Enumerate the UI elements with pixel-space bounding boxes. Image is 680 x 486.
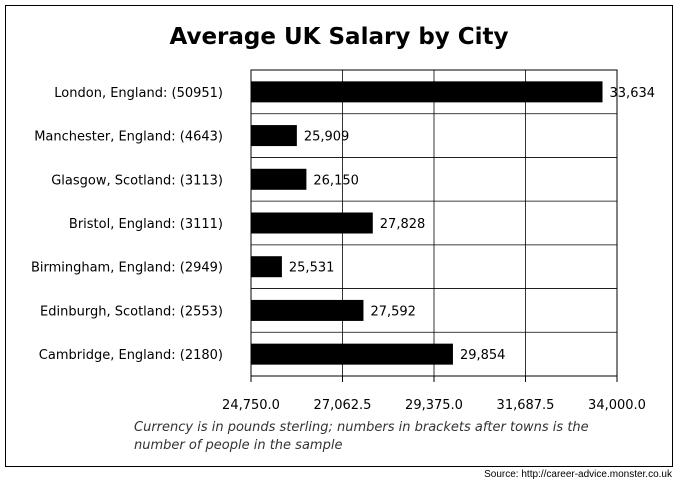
x-tick-label: 34,000.0 — [588, 398, 646, 413]
category-label: Edinburgh, Scotland: (2553) — [40, 304, 223, 319]
category-label: Glasgow, Scotland: (3113) — [51, 173, 223, 188]
bar-value-label: 25,909 — [304, 130, 350, 145]
bar-value-label: 25,531 — [289, 261, 335, 276]
category-label: London, England: (50951) — [54, 86, 223, 101]
chart-frame — [5, 5, 673, 467]
category-label: Birmingham, England: (2949) — [31, 261, 223, 276]
bar-value-label: 29,854 — [460, 348, 506, 363]
x-tick-label: 24,750.0 — [222, 398, 280, 413]
category-label: Bristol, England: (3111) — [69, 217, 223, 232]
bar — [251, 125, 297, 147]
x-tick-label: 31,687.5 — [497, 398, 555, 413]
chart-title: Average UK Salary by City — [169, 24, 509, 50]
bar-value-label: 26,150 — [313, 173, 359, 188]
x-tick-label: 29,375.0 — [405, 398, 463, 413]
chart-note: Currency is in pounds sterling; numbers … — [134, 420, 589, 453]
bar-value-label: 27,828 — [380, 217, 426, 232]
source-credit: Source: http://career-advice.monster.co.… — [484, 469, 672, 480]
bar — [251, 256, 282, 278]
category-label: Cambridge, England: (2180) — [39, 348, 223, 363]
bar — [251, 343, 453, 365]
category-label: Manchester, England: (4643) — [34, 130, 223, 145]
bar — [251, 168, 307, 190]
bar-value-label: 27,592 — [370, 304, 416, 319]
bar — [251, 212, 373, 234]
x-tick-label: 27,062.5 — [314, 398, 372, 413]
bar — [251, 299, 364, 321]
bar — [251, 81, 603, 103]
bar-value-label: 33,634 — [610, 86, 656, 101]
